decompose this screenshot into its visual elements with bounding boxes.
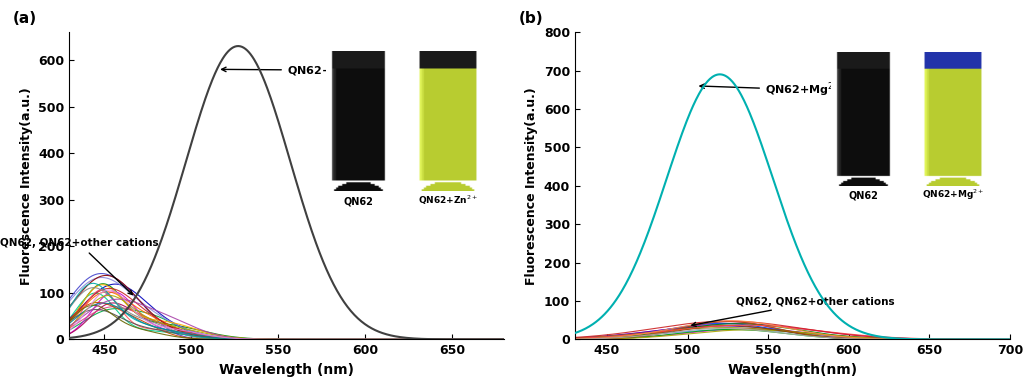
Text: (a): (a): [12, 11, 37, 26]
Text: QN62, QN62+other cations: QN62, QN62+other cations: [692, 297, 894, 326]
Y-axis label: Fluorescence Intensity(a.u.): Fluorescence Intensity(a.u.): [525, 87, 538, 285]
Text: QN62+Zn$^{2+}$: QN62+Zn$^{2+}$: [221, 61, 361, 79]
Text: QN62, QN62+other cations: QN62, QN62+other cations: [0, 238, 158, 294]
X-axis label: Wavelength(nm): Wavelength(nm): [727, 363, 857, 377]
X-axis label: Wavelength (nm): Wavelength (nm): [219, 363, 355, 377]
Text: (b): (b): [518, 11, 543, 26]
Text: QN62+Mg$^{2+}$: QN62+Mg$^{2+}$: [700, 80, 842, 99]
Y-axis label: Fluorescence Intensity(a.u.): Fluorescence Intensity(a.u.): [20, 87, 33, 285]
